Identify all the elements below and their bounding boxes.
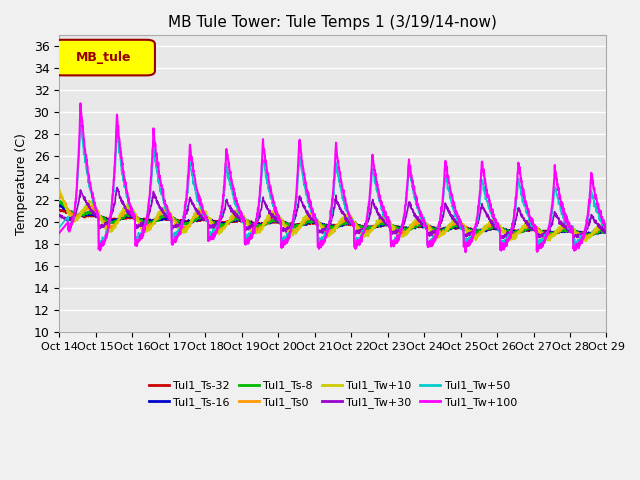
Legend: Tul1_Ts-32, Tul1_Ts-16, Tul1_Ts-8, Tul1_Ts0, Tul1_Tw+10, Tul1_Tw+30, Tul1_Tw+50,: Tul1_Ts-32, Tul1_Ts-16, Tul1_Ts-8, Tul1_…: [144, 376, 522, 412]
Y-axis label: Temperature (C): Temperature (C): [15, 132, 28, 235]
FancyBboxPatch shape: [54, 40, 155, 75]
Title: MB Tule Tower: Tule Temps 1 (3/19/14-now): MB Tule Tower: Tule Temps 1 (3/19/14-now…: [168, 15, 497, 30]
Text: MB_tule: MB_tule: [76, 51, 132, 64]
